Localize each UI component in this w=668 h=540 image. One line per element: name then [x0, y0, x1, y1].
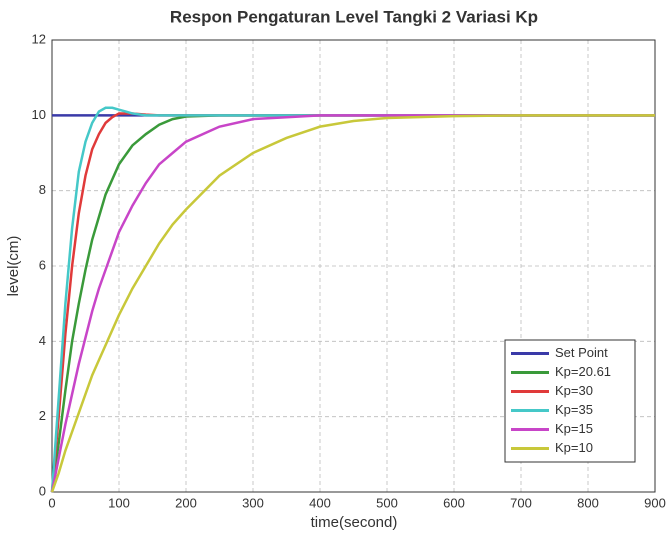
y-tick-label: 10 — [32, 107, 46, 122]
plot-frame — [51, 39, 656, 493]
legend-label: Kp=10 — [555, 440, 593, 455]
x-tick-label: 0 — [48, 495, 55, 510]
line-series — [50, 114, 655, 493]
y-tick-label: 6 — [39, 257, 46, 272]
x-tick-label: 600 — [443, 495, 465, 510]
x-tick-label: 800 — [577, 495, 599, 510]
y-tick-label: 12 — [32, 31, 46, 46]
line-series — [50, 114, 655, 493]
x-tick-label: 700 — [510, 495, 532, 510]
x-tick-label: 200 — [175, 495, 197, 510]
legend-label: Kp=30 — [555, 383, 593, 398]
x-tick-label: 900 — [644, 495, 666, 510]
y-tick-label: 2 — [39, 408, 46, 423]
x-axis-label: time(second) — [311, 514, 398, 531]
legend-label: Kp=35 — [555, 402, 593, 417]
legend-label: Kp=15 — [555, 421, 593, 436]
y-tick-label: 4 — [39, 333, 46, 348]
chart-title: Respon Pengaturan Level Tangki 2 Variasi… — [170, 7, 538, 26]
legend-label: Kp=20.61 — [555, 364, 611, 379]
legend-label: Set Point — [555, 345, 608, 360]
x-tick-label: 300 — [242, 495, 264, 510]
x-tick-label: 100 — [108, 495, 130, 510]
y-tick-label: 8 — [39, 182, 46, 197]
y-axis-label: level(cm) — [5, 236, 22, 297]
x-tick-label: 500 — [376, 495, 398, 510]
x-tick-label: 400 — [309, 495, 331, 510]
legend-box — [504, 339, 636, 463]
y-tick-label: 0 — [39, 483, 46, 498]
